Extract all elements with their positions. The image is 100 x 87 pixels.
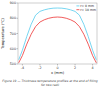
y-tick-label: 800 (10, 16, 16, 20)
legend-swatch (76, 9, 79, 10)
series-line (19, 8, 96, 59)
plot-frame (18, 3, 97, 64)
x-tick-label: -4 (21, 66, 24, 70)
plot-lines (19, 8, 96, 62)
chart: -4 -2 0 2 4 500 600 700 800 900 x (mm) Temperature … (0, 0, 100, 87)
legend-label: r= 10 mm (80, 8, 96, 12)
y-tick-label: 900 (10, 1, 16, 5)
y-tick-label: 500 (10, 62, 16, 66)
y-tick (17, 3, 19, 4)
y-axis-label: Temperature (°C) (1, 17, 5, 50)
x-axis-label: x (mm) (51, 71, 65, 75)
x-tick-label: -2 (38, 66, 41, 70)
y-tick (17, 64, 19, 65)
series-line (19, 17, 96, 62)
x-tick-label: 4 (92, 66, 94, 70)
y-tick (17, 48, 19, 49)
legend-swatch (76, 5, 79, 6)
y-tick-label: 600 (10, 47, 16, 51)
caption-line: for two radii (41, 83, 59, 87)
y-tick (17, 33, 19, 34)
x-tick-label: 0 (56, 66, 58, 70)
y-tick-label: 700 (10, 32, 16, 36)
y-tick (17, 18, 19, 19)
legend: r= 0 mmr= 10 mm (76, 4, 96, 12)
caption: Figure 19 — Thickness temperature profil… (2, 79, 98, 87)
x-tick-label: 2 (74, 66, 76, 70)
